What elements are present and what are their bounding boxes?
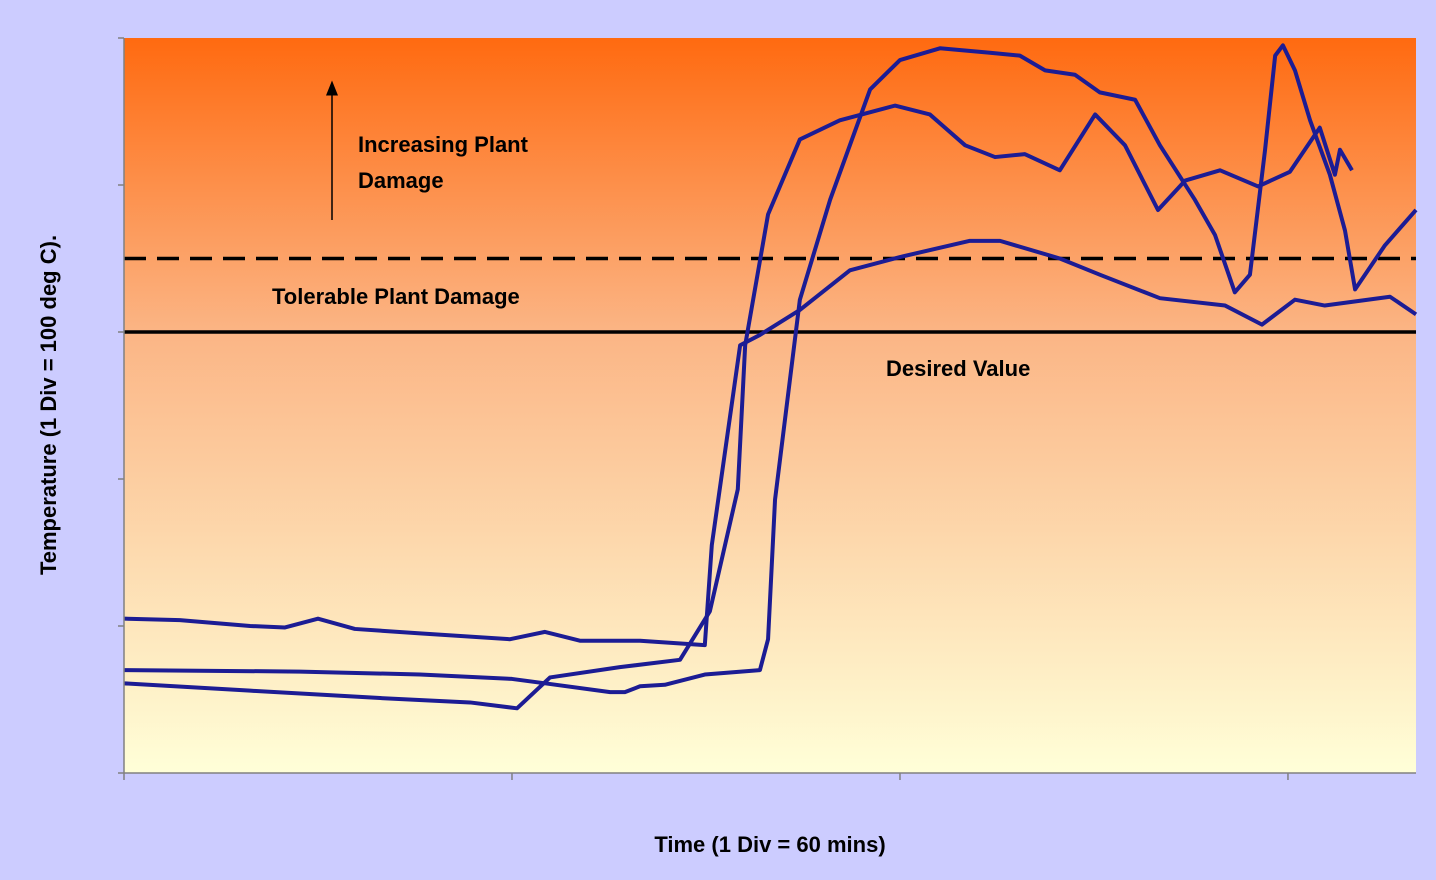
plot-area — [124, 38, 1416, 773]
x-axis-title: Time (1 Div = 60 mins) — [654, 832, 885, 857]
series-line — [123, 103, 1354, 711]
y-axis-title: Temperature (1 Div = 100 deg C). — [36, 235, 61, 575]
series-line — [123, 238, 1418, 648]
annotation: Increasing Plant — [358, 132, 529, 157]
annotation: Desired Value — [886, 356, 1030, 381]
series-line — [123, 43, 1418, 695]
annotation: Damage — [358, 168, 444, 193]
annotation: Tolerable Plant Damage — [272, 284, 520, 309]
